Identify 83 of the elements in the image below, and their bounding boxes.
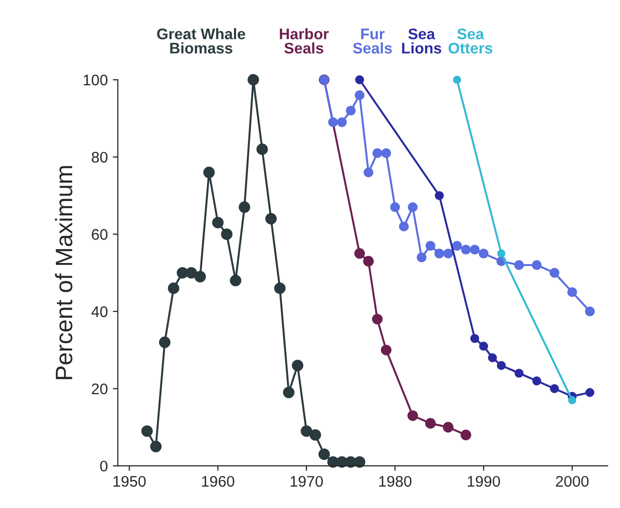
point [434, 191, 444, 200]
point [442, 422, 454, 433]
point [470, 244, 480, 255]
point [318, 448, 330, 460]
point [408, 202, 418, 212]
series-label: Great Whale Biomass [157, 28, 246, 54]
point [310, 429, 322, 441]
point [426, 240, 436, 251]
point [416, 252, 426, 262]
point [265, 213, 277, 224]
point [452, 240, 462, 251]
point [532, 376, 542, 386]
point [256, 144, 268, 155]
x-tick-label: 2000 [556, 476, 589, 487]
point [212, 216, 224, 228]
point [514, 368, 524, 378]
point [203, 166, 215, 178]
point [514, 260, 524, 270]
y-tick-label: 60 [92, 229, 108, 240]
point [328, 117, 338, 128]
point [221, 228, 232, 240]
point [248, 74, 260, 86]
point [380, 344, 392, 356]
point [354, 90, 364, 100]
point [443, 248, 454, 258]
point [355, 75, 364, 84]
point [470, 334, 480, 343]
x-tick-label: 1960 [202, 476, 234, 487]
point [141, 425, 153, 437]
point [150, 440, 162, 452]
point [550, 384, 559, 394]
y-axis-title: Percent of Maximum [55, 166, 72, 380]
point [168, 282, 180, 294]
point [354, 456, 366, 468]
x-tick-label: 1990 [468, 476, 500, 487]
point [159, 336, 170, 348]
y-tick-label: 20 [92, 383, 108, 394]
point [479, 342, 488, 351]
y-tick-label: 0 [100, 460, 108, 472]
text: Fur Seals [352, 28, 392, 54]
point [372, 148, 382, 158]
point [346, 106, 356, 116]
point [186, 267, 198, 279]
point [364, 168, 374, 178]
x-tick-label: 1950 [113, 476, 146, 487]
point [488, 353, 497, 362]
point [478, 248, 488, 258]
point [452, 76, 462, 84]
point [460, 430, 472, 440]
point [460, 244, 471, 255]
point [567, 287, 578, 297]
point [372, 314, 383, 324]
point [584, 306, 595, 316]
point [300, 425, 312, 437]
point [398, 222, 409, 232]
point [390, 202, 400, 212]
y-tick-label: 80 [92, 152, 108, 163]
point [230, 274, 242, 286]
point [354, 248, 365, 259]
point [363, 256, 374, 267]
x-tick-label: 1980 [379, 476, 412, 487]
point [238, 201, 250, 213]
x-tick-label: 1970 [290, 476, 323, 487]
text: Sea Lions [402, 28, 442, 54]
point [425, 418, 436, 429]
point [336, 117, 347, 128]
point [585, 388, 594, 397]
series-label: Sea Otters [448, 28, 492, 54]
point [381, 148, 392, 158]
series-label: Harbor Seals [280, 28, 329, 54]
y-tick-label: 40 [91, 306, 108, 318]
point [568, 396, 576, 404]
point [434, 248, 444, 258]
point [274, 282, 286, 294]
point [283, 386, 294, 398]
point [532, 260, 542, 270]
point [497, 249, 506, 258]
point [194, 270, 206, 282]
point [407, 410, 418, 421]
y-tick-label: 100 [84, 74, 108, 86]
point [550, 268, 560, 278]
point [496, 360, 506, 370]
point [292, 360, 304, 372]
